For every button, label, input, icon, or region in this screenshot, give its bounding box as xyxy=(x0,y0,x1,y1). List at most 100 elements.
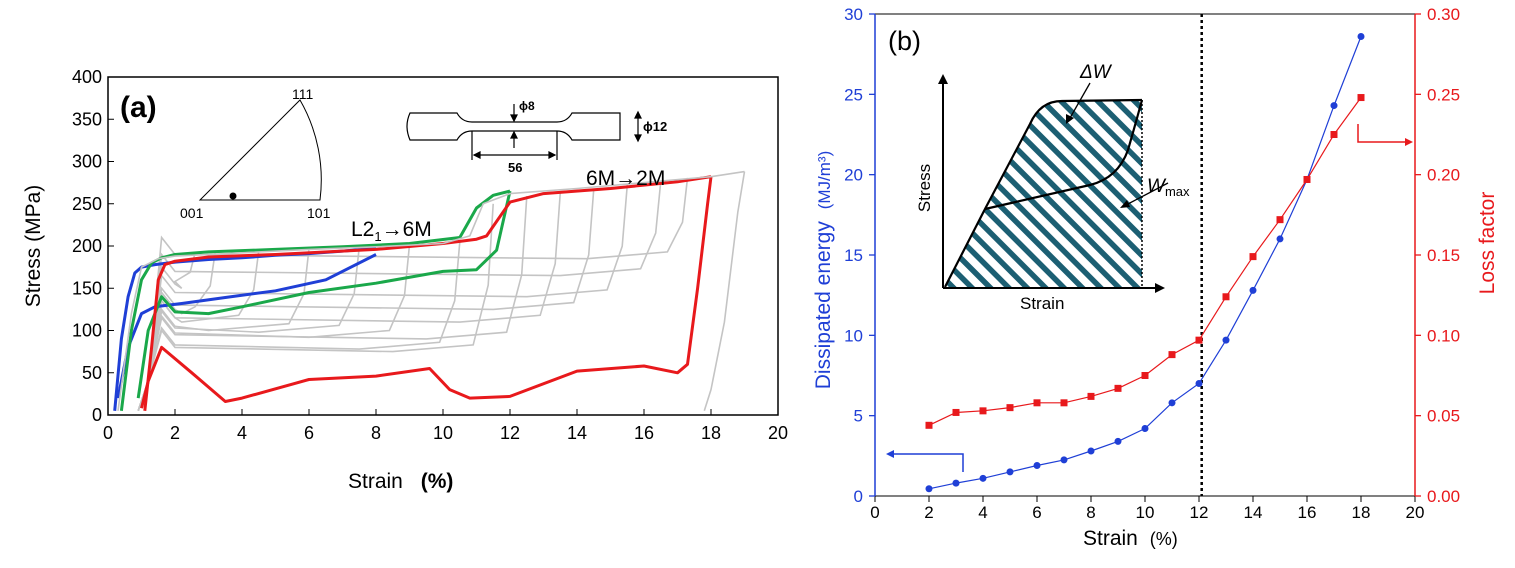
phi12-arrowhead-top xyxy=(634,110,642,119)
dissipated-energy-point xyxy=(1087,447,1095,455)
panel-a-y-axis-title: Stress (MPa) xyxy=(22,185,45,308)
panel-b-x-axis-title: Strain (%) xyxy=(1083,527,1178,550)
loss-factor-point xyxy=(1222,293,1230,301)
stress-strain-curve-green xyxy=(136,190,512,399)
panel-a-y-tick-label: 100 xyxy=(72,321,102,341)
pole-label-001: 001 xyxy=(180,205,204,221)
panel-b-label: (b) xyxy=(888,26,921,56)
inset-wmax-pointer xyxy=(1125,182,1169,206)
panel-a-x-tick-label: 6 xyxy=(304,423,314,443)
gauge-arrow-right xyxy=(548,151,557,159)
panel-b-ylabel-left-unit: (MJ/m³) xyxy=(815,151,834,210)
inset-wmax-label: Wmax xyxy=(1147,176,1190,199)
panel-b-right-tick-label: 0.00 xyxy=(1427,487,1460,506)
dissipated-energy-point xyxy=(1168,399,1176,407)
left-axis-arrowhead-icon xyxy=(886,450,894,458)
panel-b-left-axis-title: Dissipated energy (MJ/m³) xyxy=(812,151,835,389)
panel-b-left-tick-label: 25 xyxy=(844,85,863,104)
stress-strain-curve-red xyxy=(143,175,712,411)
panel-b-xlabel: Strain xyxy=(1083,527,1138,550)
panel-b-left-tick-label: 20 xyxy=(844,166,863,185)
dissipated-energy-point xyxy=(1249,286,1257,294)
annot-l21-6m: L21→6M xyxy=(351,218,432,244)
panel-a-y-tick-label: 0 xyxy=(92,405,102,425)
panel-b-right-axis-title: Loss factor xyxy=(1476,192,1499,295)
panel-b-right-tick-label: 0.10 xyxy=(1427,326,1460,345)
phi12-arrowhead-bottom xyxy=(634,134,642,143)
panel-b-series xyxy=(925,32,1365,493)
panel-a-x-tick-label: 18 xyxy=(701,423,721,443)
annot-l21-main: L2 xyxy=(351,218,374,241)
panel-a-plot-frame xyxy=(107,76,779,416)
loss-factor-point xyxy=(1249,253,1257,261)
right-axis-arrow-icon xyxy=(1357,124,1406,143)
dissipated-energy-point xyxy=(1222,336,1230,344)
panel-a-x-tick-label: 4 xyxy=(237,423,247,443)
panel-b-x-tick-label: 18 xyxy=(1352,503,1371,522)
panel-b-x-tick-label: 12 xyxy=(1190,503,1209,522)
inset-hatched-area xyxy=(945,100,1142,287)
annot-l21-rest: →6M xyxy=(382,218,432,241)
dissipated-energy-point xyxy=(1033,461,1041,469)
inset-wmax-main: W xyxy=(1147,176,1167,197)
pole-label-111: 111 xyxy=(292,86,313,102)
panel-a-xlabel: Strain xyxy=(348,470,403,493)
phi8-arrowhead-bottom xyxy=(510,130,518,139)
dissipated-energy-point xyxy=(1357,32,1365,40)
inset-xlabel: Strain xyxy=(1020,294,1064,313)
panel-b-x-tick-label: 20 xyxy=(1406,503,1425,522)
panel-a-y-tick-label: 300 xyxy=(72,152,102,172)
loss-factor-point xyxy=(1006,404,1014,412)
inset-ylabel: Stress xyxy=(915,164,934,212)
right-axis-arrowhead-icon xyxy=(1405,138,1413,146)
loss-factor-point xyxy=(979,407,987,415)
stress-strain-curve-gray xyxy=(117,170,745,411)
loss-factor-point xyxy=(1141,372,1149,379)
stress-strain-curve-red xyxy=(140,176,713,409)
panel-a-x-tick-label: 16 xyxy=(634,423,654,443)
panel-b-right-tick-label: 0.25 xyxy=(1427,85,1460,104)
loss-factor-point xyxy=(925,421,933,429)
loss-factor-point xyxy=(1060,399,1068,407)
panel-a-x-tick-label: 8 xyxy=(371,423,381,443)
dissipated-energy-point xyxy=(1141,425,1149,433)
panel-b-x-ticks: 0 2 4 6 8 10 12 14 16 18 20 xyxy=(870,496,1424,522)
panel-a-y-tick-label: 150 xyxy=(72,278,102,298)
loss-factor-point xyxy=(1195,336,1203,344)
panel-b-right-ticks: 0.00 0.05 0.10 0.15 0.20 0.25 0.30 xyxy=(1415,5,1460,506)
loss-factor-point xyxy=(1276,216,1284,224)
panel-a-x-tick-label: 0 xyxy=(103,423,113,443)
panel-b-x-tick-label: 8 xyxy=(1086,503,1095,522)
inset-y-arrowhead-icon xyxy=(938,74,948,84)
panel-b-x-tick-label: 6 xyxy=(1032,503,1041,522)
inverse-pole-figure: 111 001 101 xyxy=(180,86,331,221)
panel-b-ylabel-left: Dissipated energy xyxy=(812,221,835,390)
panel-a-y-tick-label: 250 xyxy=(72,194,102,214)
loss-factor-point xyxy=(1114,384,1122,392)
loss-factor-point xyxy=(1087,392,1095,400)
stress-strain-curve-blue xyxy=(116,253,377,399)
panel-b-left-tick-label: 10 xyxy=(844,326,863,345)
panel-b-left-tick-label: 15 xyxy=(844,246,863,265)
panel-b-right-tick-label: 0.20 xyxy=(1427,166,1460,185)
panel-a-y-tick-label: 350 xyxy=(72,109,102,129)
gray-unloading-curve xyxy=(137,241,461,412)
gray-unloading-curve xyxy=(137,177,689,412)
dissipated-energy-point xyxy=(1006,468,1014,476)
panel-b-x-tick-label: 2 xyxy=(924,503,933,522)
dissipated-energy-point xyxy=(1114,437,1122,445)
specimen-outline xyxy=(406,112,621,141)
panel-b-x-tick-label: 16 xyxy=(1298,503,1317,522)
panel-a-x-tick-label: 12 xyxy=(500,423,520,443)
inset-wmax-sub: max xyxy=(1165,184,1190,199)
loss-factor-point xyxy=(952,408,960,416)
panel-b-right-tick-label: 0.05 xyxy=(1427,407,1460,426)
specimen-gauge-length-label: 56 xyxy=(508,160,522,175)
annot-6m-2m: 6M→2M xyxy=(586,167,665,190)
panel-a-label: (a) xyxy=(120,91,157,124)
annot-l21-sub: 1 xyxy=(374,229,381,244)
phi8-arrowhead-top xyxy=(510,114,518,123)
specimen-phi8-label: ϕ8 xyxy=(519,99,535,113)
specimen-drawing xyxy=(406,104,642,160)
